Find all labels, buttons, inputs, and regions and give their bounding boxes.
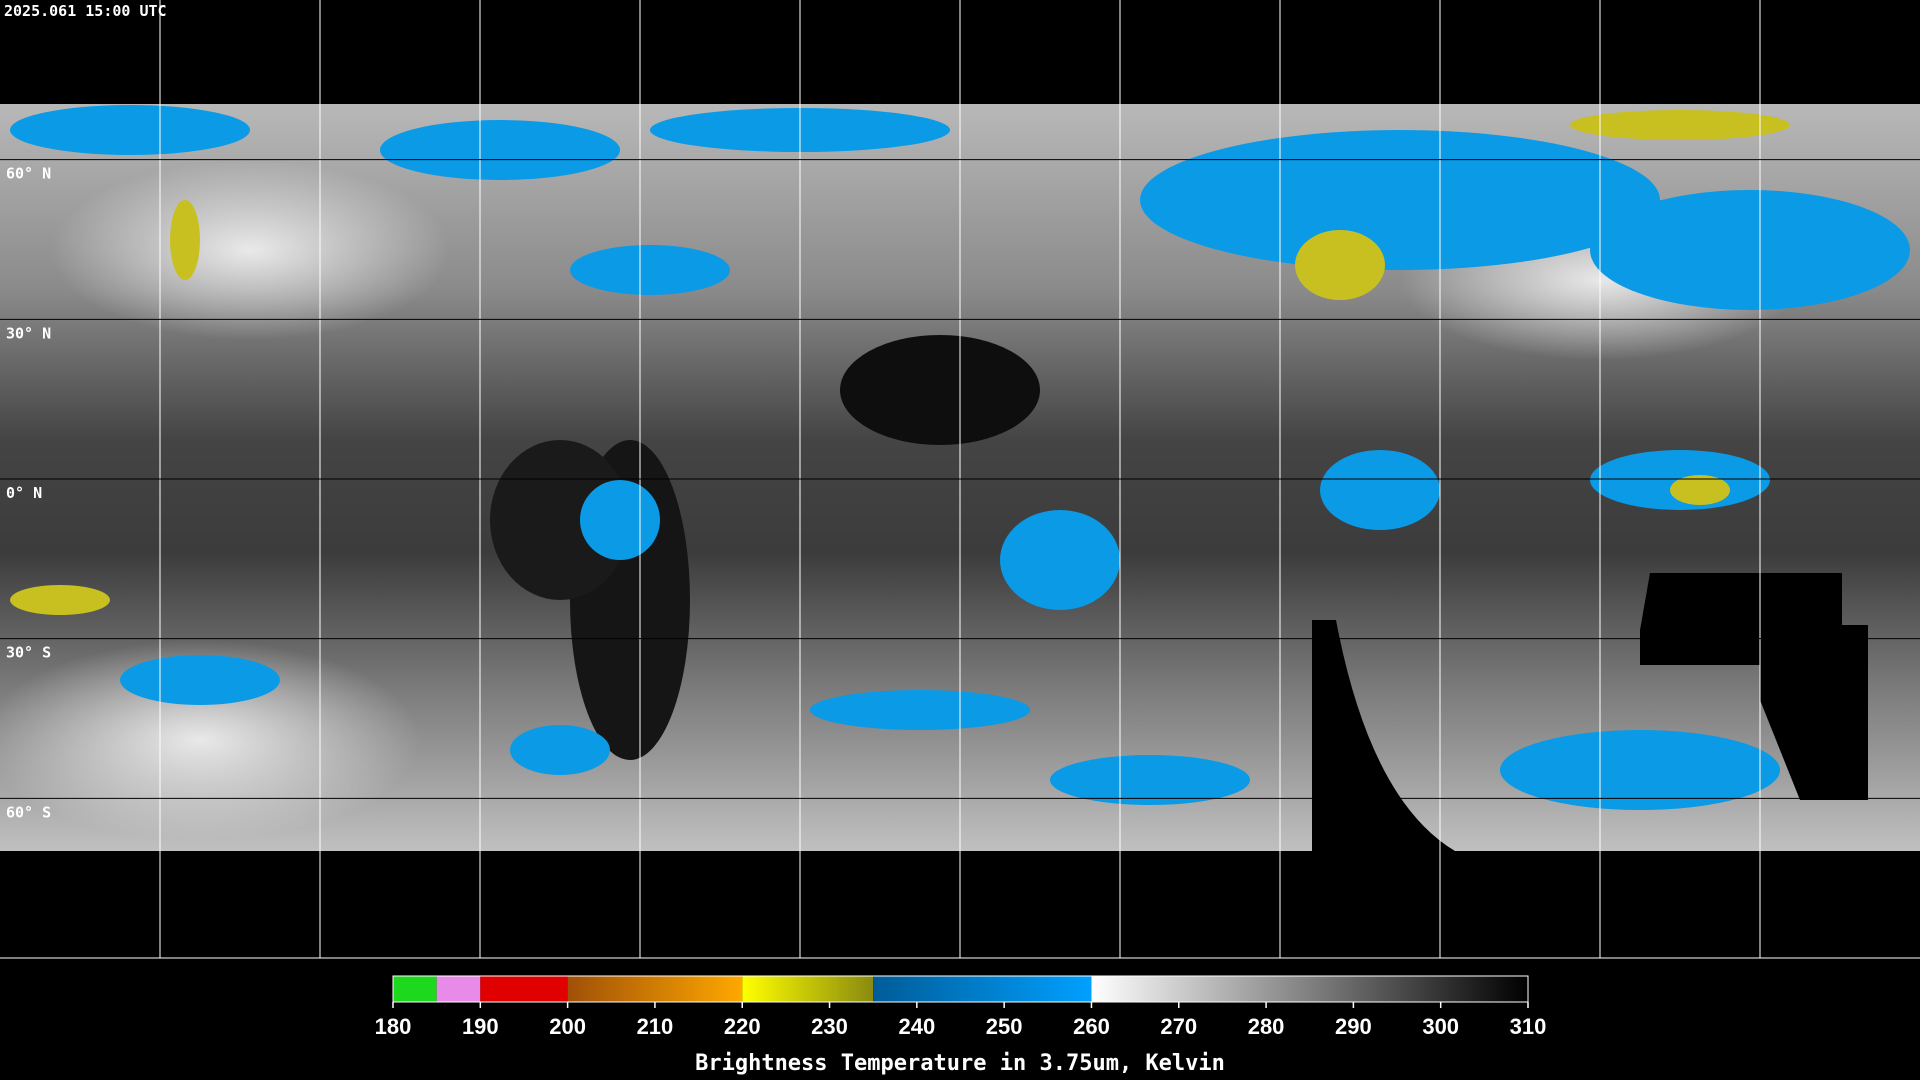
- colorbar-tick-label: 250: [986, 1014, 1023, 1039]
- colorbar-tick-label: 290: [1335, 1014, 1372, 1039]
- graticule: 60° N 30° N 0° N 30° S 60° S: [0, 0, 1920, 959]
- colorbar-segment: [873, 976, 1092, 1002]
- colorbar-segment: [742, 976, 874, 1002]
- latitude-label: 60° S: [6, 803, 51, 821]
- dark-land: [490, 440, 630, 600]
- colorbar-segment: [436, 976, 481, 1002]
- colorbar-tick-label: 210: [637, 1014, 674, 1039]
- colorbar-tick-label: 190: [462, 1014, 499, 1039]
- colorbar-tick-label: 260: [1073, 1014, 1110, 1039]
- timestamp: 2025.061 15:00 UTC: [4, 2, 167, 20]
- colorbar-tick-label: 220: [724, 1014, 761, 1039]
- colorbar-title: Brightness Temperature in 3.75um, Kelvin: [695, 1051, 1225, 1076]
- cloud: [0, 640, 420, 840]
- colorbar-tick-label: 180: [375, 1014, 412, 1039]
- no-data: [1312, 620, 1455, 851]
- dark-land: [840, 335, 1040, 445]
- colorbar-segment: [480, 976, 568, 1002]
- colorbar-frame: [392, 975, 1529, 1003]
- latitude-label: 30° S: [6, 644, 51, 662]
- colorbar-tick-label: 270: [1160, 1014, 1197, 1039]
- very-cold-clouds: [10, 110, 1790, 615]
- colorbar-segment: [567, 976, 743, 1002]
- latitude-label: 30° N: [6, 324, 51, 342]
- colorbar-segment: [1091, 976, 1528, 1002]
- cold-clouds: [10, 105, 1910, 810]
- colorbar-tick-label: 280: [1248, 1014, 1285, 1039]
- cloud: [50, 160, 450, 340]
- latitude-label: 60° N: [6, 165, 51, 183]
- colorbar-tick-label: 300: [1422, 1014, 1459, 1039]
- colorbar-tick-label: 230: [811, 1014, 848, 1039]
- colorbar-tick-label: 240: [898, 1014, 935, 1039]
- latitude-label: 0° N: [6, 484, 42, 502]
- colorbar-segment: [393, 976, 437, 1002]
- colorbar-tick-label: 310: [1510, 1014, 1547, 1039]
- colorbar-tick-label: 200: [549, 1014, 586, 1039]
- colorbar: 180 190 200 210 220 230 240 250 260 270 280 290 300 3…: [375, 975, 1547, 1039]
- no-data: [1640, 573, 1868, 800]
